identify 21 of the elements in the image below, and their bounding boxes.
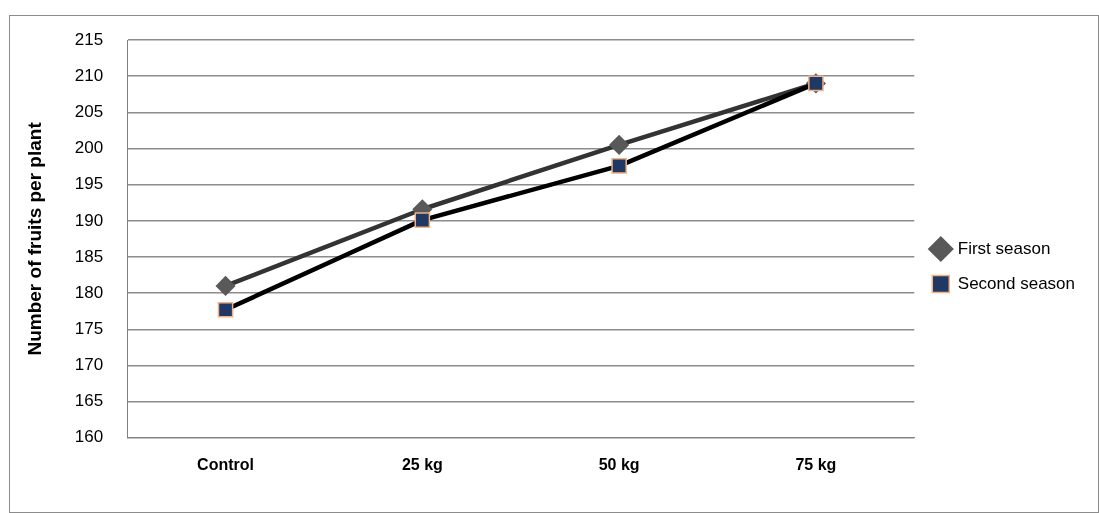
- y-tick-label: 180: [74, 282, 104, 302]
- x-tick-label: Control: [197, 455, 254, 473]
- y-tick-label: 175: [74, 319, 104, 338]
- y-tick-label: 215: [74, 29, 104, 49]
- x-tick-label: 25 kg: [401, 455, 443, 473]
- y-tick-label: 205: [74, 102, 104, 122]
- point: [609, 135, 629, 155]
- y-tick-label: 195: [74, 174, 104, 194]
- point: [215, 276, 236, 296]
- legend-label: Second season: [957, 273, 1075, 293]
- legend-label: First season: [957, 238, 1051, 258]
- x-tick-label: 75 kg: [795, 455, 837, 473]
- y-tick-label: 200: [74, 138, 104, 158]
- y-tick-label: 190: [74, 210, 104, 230]
- y-tick-label: 165: [74, 391, 104, 411]
- y-tick-label: 170: [74, 355, 104, 375]
- x-tick-label: 50 kg: [598, 455, 640, 473]
- y-tick-label: 210: [74, 65, 104, 85]
- y-tick-label: 160: [74, 427, 104, 447]
- y-axis-title: Number of fruits per plant: [23, 121, 45, 356]
- y-tick-label: 185: [74, 246, 104, 266]
